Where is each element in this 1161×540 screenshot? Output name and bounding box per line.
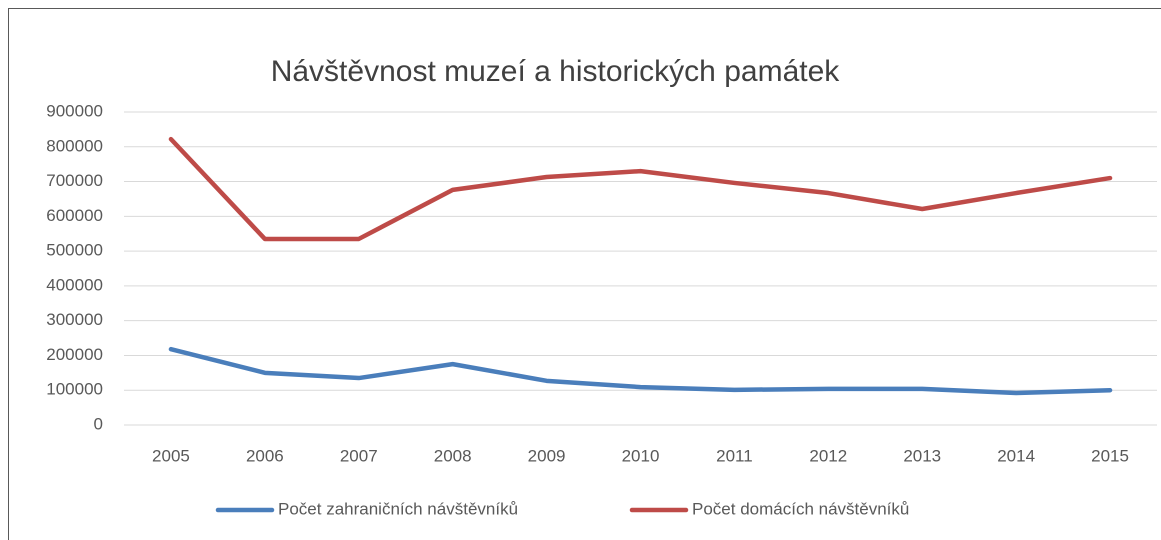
x-tick-label: 2015	[1091, 446, 1129, 465]
y-tick-label: 800000	[46, 136, 103, 155]
series-line	[168, 136, 1113, 242]
x-tick-label: 2012	[809, 446, 847, 465]
x-tick-label: 2007	[340, 446, 378, 465]
x-tick-label: 2009	[528, 446, 566, 465]
y-tick-label: 200000	[46, 345, 103, 364]
x-tick-label: 2013	[903, 446, 941, 465]
y-tick-label: 0	[94, 414, 103, 433]
chart-frame	[8, 8, 1161, 540]
y-tick-label: 300000	[46, 310, 103, 329]
legend-label: Počet domácích návštěvníků	[692, 499, 909, 518]
x-tick-label: 2010	[622, 446, 660, 465]
series-line	[168, 346, 1113, 396]
x-tick-label: 2008	[434, 446, 472, 465]
x-tick-label: 2006	[246, 446, 284, 465]
y-tick-label: 100000	[46, 380, 103, 399]
y-tick-label: 400000	[46, 275, 103, 294]
x-tick-label: 2011	[716, 446, 753, 465]
y-tick-label: 500000	[46, 241, 103, 260]
y-tick-label: 600000	[46, 206, 103, 225]
y-tick-label: 900000	[46, 101, 103, 120]
chart-title: Návštěvnost muzeí a historických památek	[271, 55, 841, 88]
y-tick-label: 700000	[46, 171, 103, 190]
legend-label: Počet zahraničních návštěvníků	[278, 499, 518, 518]
x-tick-label: 2014	[997, 446, 1035, 465]
x-tick-label: 2005	[152, 446, 190, 465]
